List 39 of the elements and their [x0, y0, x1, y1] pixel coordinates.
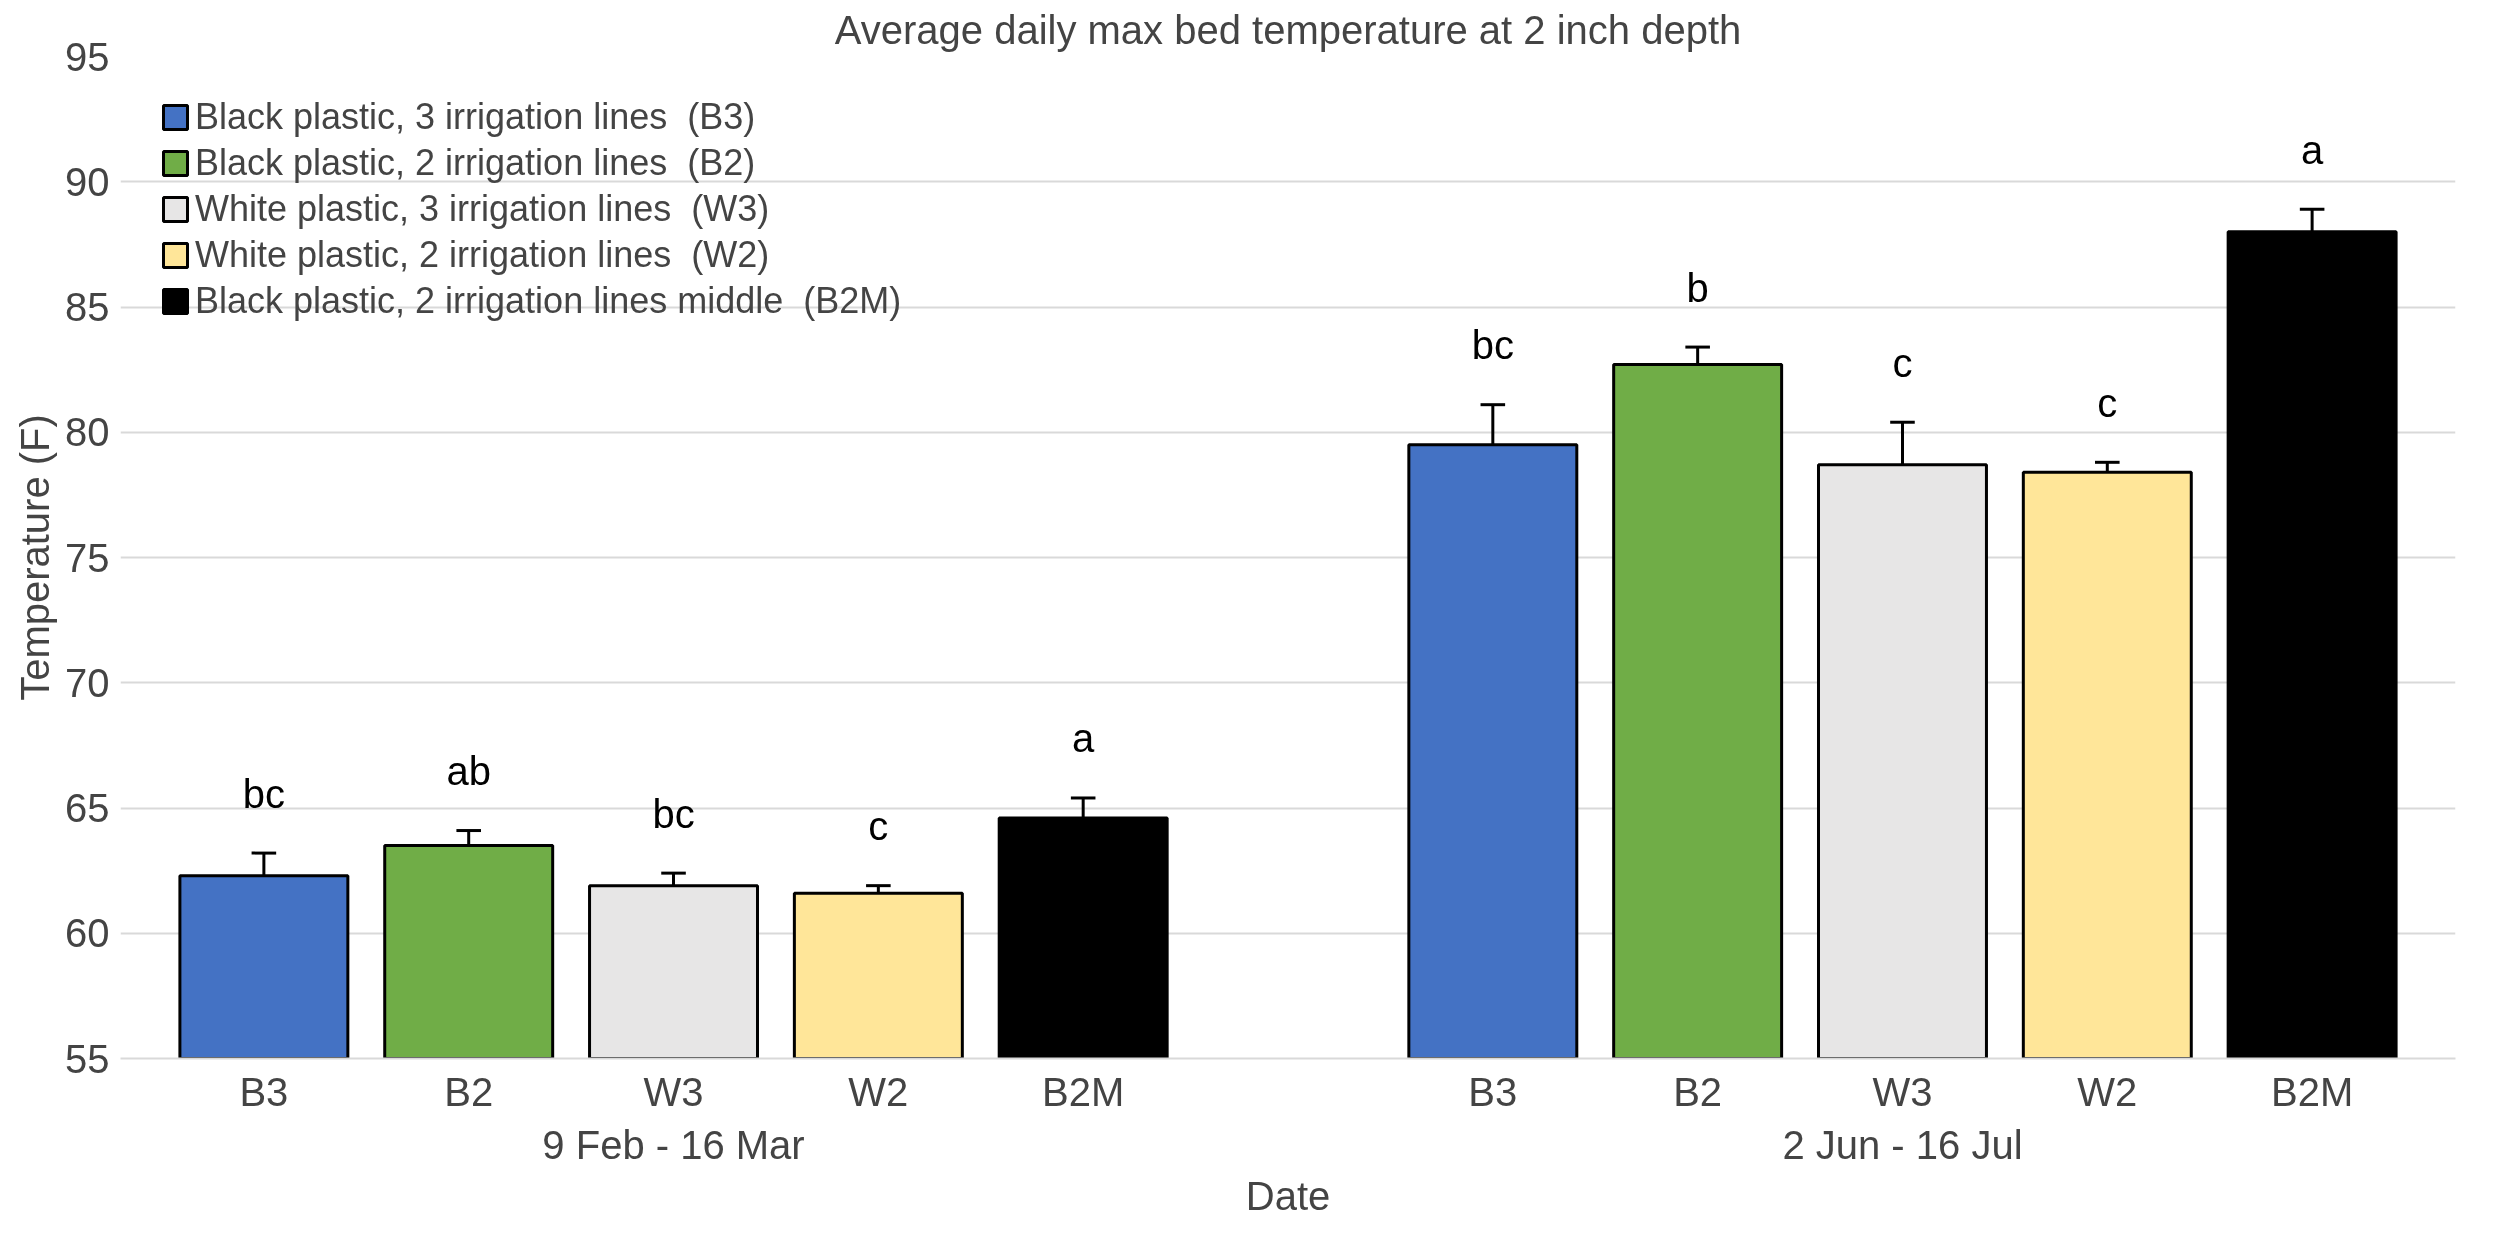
legend-label: White plastic, 2 irrigation lines (W2)	[195, 234, 770, 276]
data-label: ab	[446, 748, 491, 793]
x-tick-label: B3	[239, 1069, 289, 1114]
y-tick-label: 75	[65, 535, 110, 580]
x-tick-label: W3	[643, 1069, 704, 1114]
data-label: bc	[652, 791, 695, 836]
y-tick-label: 60	[65, 911, 110, 956]
data-label: bc	[242, 771, 285, 816]
y-tick-label: 65	[65, 786, 110, 830]
y-tick-label: 80	[65, 410, 110, 455]
data-label: a	[1072, 716, 1096, 761]
text: 9 Feb - 16 Mar	[542, 1122, 805, 1167]
y-tick-label: 70	[65, 660, 110, 705]
x-tick-label: W2	[2077, 1069, 2138, 1114]
text: 2 Jun - 16 Jul	[1782, 1122, 2023, 1167]
x-tick-label: B3	[1468, 1069, 1518, 1114]
y-tick-label: 95	[65, 34, 110, 79]
x-tick-label: B2	[1673, 1069, 1723, 1114]
x-tick-label: B2M	[2271, 1069, 2354, 1114]
x-axis-title: Date	[1245, 1173, 1331, 1218]
y-tick-label: 85	[65, 285, 110, 329]
data-label: bc	[1471, 323, 1514, 368]
data-label: c	[1892, 340, 1913, 385]
legend-label: Black plastic, 3 irrigation lines (B3)	[195, 96, 756, 138]
x-tick-label: W3	[1872, 1069, 1933, 1114]
y-axis-title: Temperature (F)	[13, 414, 58, 701]
legend-label: Black plastic, 2 irrigation lines middle (B2M)	[195, 280, 902, 322]
data-label: b	[1686, 265, 1709, 310]
chart-title: Average daily max bed temperature at 2 inch depth	[834, 7, 1742, 52]
data-label: c	[868, 804, 889, 849]
legend-label: White plastic, 3 irrigation lines (W3)	[195, 188, 770, 230]
y-tick-label: 90	[65, 159, 110, 204]
data-label: a	[2301, 127, 2324, 172]
legend-label: Black plastic, 2 irrigation lines (B2)	[195, 142, 756, 184]
y-tick-label: 55	[65, 1036, 110, 1081]
x-tick-label: B2	[444, 1069, 494, 1114]
x-tick-label: W2	[848, 1069, 909, 1114]
data-label: c	[2097, 380, 2118, 425]
x-tick-label: B2M	[1042, 1069, 1125, 1114]
